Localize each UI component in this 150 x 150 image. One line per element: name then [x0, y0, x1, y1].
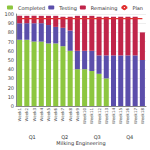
svg-text:Week3: Week3: [32, 108, 37, 122]
svg-text:Week18: Week18: [140, 108, 145, 125]
svg-text:Week17: Week17: [133, 108, 138, 125]
svg-text:Week14: Week14: [111, 108, 116, 125]
svg-text:Remaining: Remaining: [91, 5, 118, 12]
svg-text:0: 0: [11, 103, 14, 109]
svg-text:Week4: Week4: [39, 108, 44, 122]
svg-text:60: 60: [8, 48, 14, 54]
svg-text:Week15: Week15: [118, 108, 123, 125]
svg-text:10: 10: [8, 94, 14, 100]
svg-text:Completed: Completed: [18, 5, 45, 12]
svg-text:50: 50: [8, 57, 14, 63]
svg-text:30: 30: [8, 75, 14, 81]
svg-text:Week13: Week13: [104, 108, 109, 125]
svg-text:Week7: Week7: [60, 108, 65, 122]
svg-text:100: 100: [4, 11, 14, 17]
svg-text:20: 20: [8, 85, 14, 91]
svg-text:Q1: Q1: [29, 134, 36, 140]
svg-text:Week1: Week1: [17, 108, 22, 122]
svg-text:Week8: Week8: [68, 108, 73, 122]
svg-text:Week9: Week9: [75, 108, 80, 122]
svg-text:Week5: Week5: [46, 108, 51, 122]
svg-text:Week6: Week6: [53, 108, 58, 122]
svg-text:70: 70: [8, 39, 14, 45]
svg-text:Week12: Week12: [97, 108, 102, 125]
svg-text:Milking Engineering: Milking Engineering: [56, 140, 105, 147]
svg-text:90: 90: [8, 20, 14, 26]
svg-text:Plan: Plan: [132, 5, 143, 11]
svg-text:Q2: Q2: [61, 134, 68, 140]
svg-text:Q4: Q4: [126, 134, 133, 140]
svg-text:Testing: Testing: [58, 5, 77, 12]
svg-text:Week16: Week16: [125, 108, 130, 125]
svg-text:Week11: Week11: [89, 108, 94, 125]
svg-text:80: 80: [8, 29, 14, 35]
svg-text:Week2: Week2: [24, 108, 29, 122]
svg-text:Week10: Week10: [82, 108, 87, 125]
svg-text:Q3: Q3: [94, 134, 101, 140]
svg-text:40: 40: [8, 66, 14, 72]
